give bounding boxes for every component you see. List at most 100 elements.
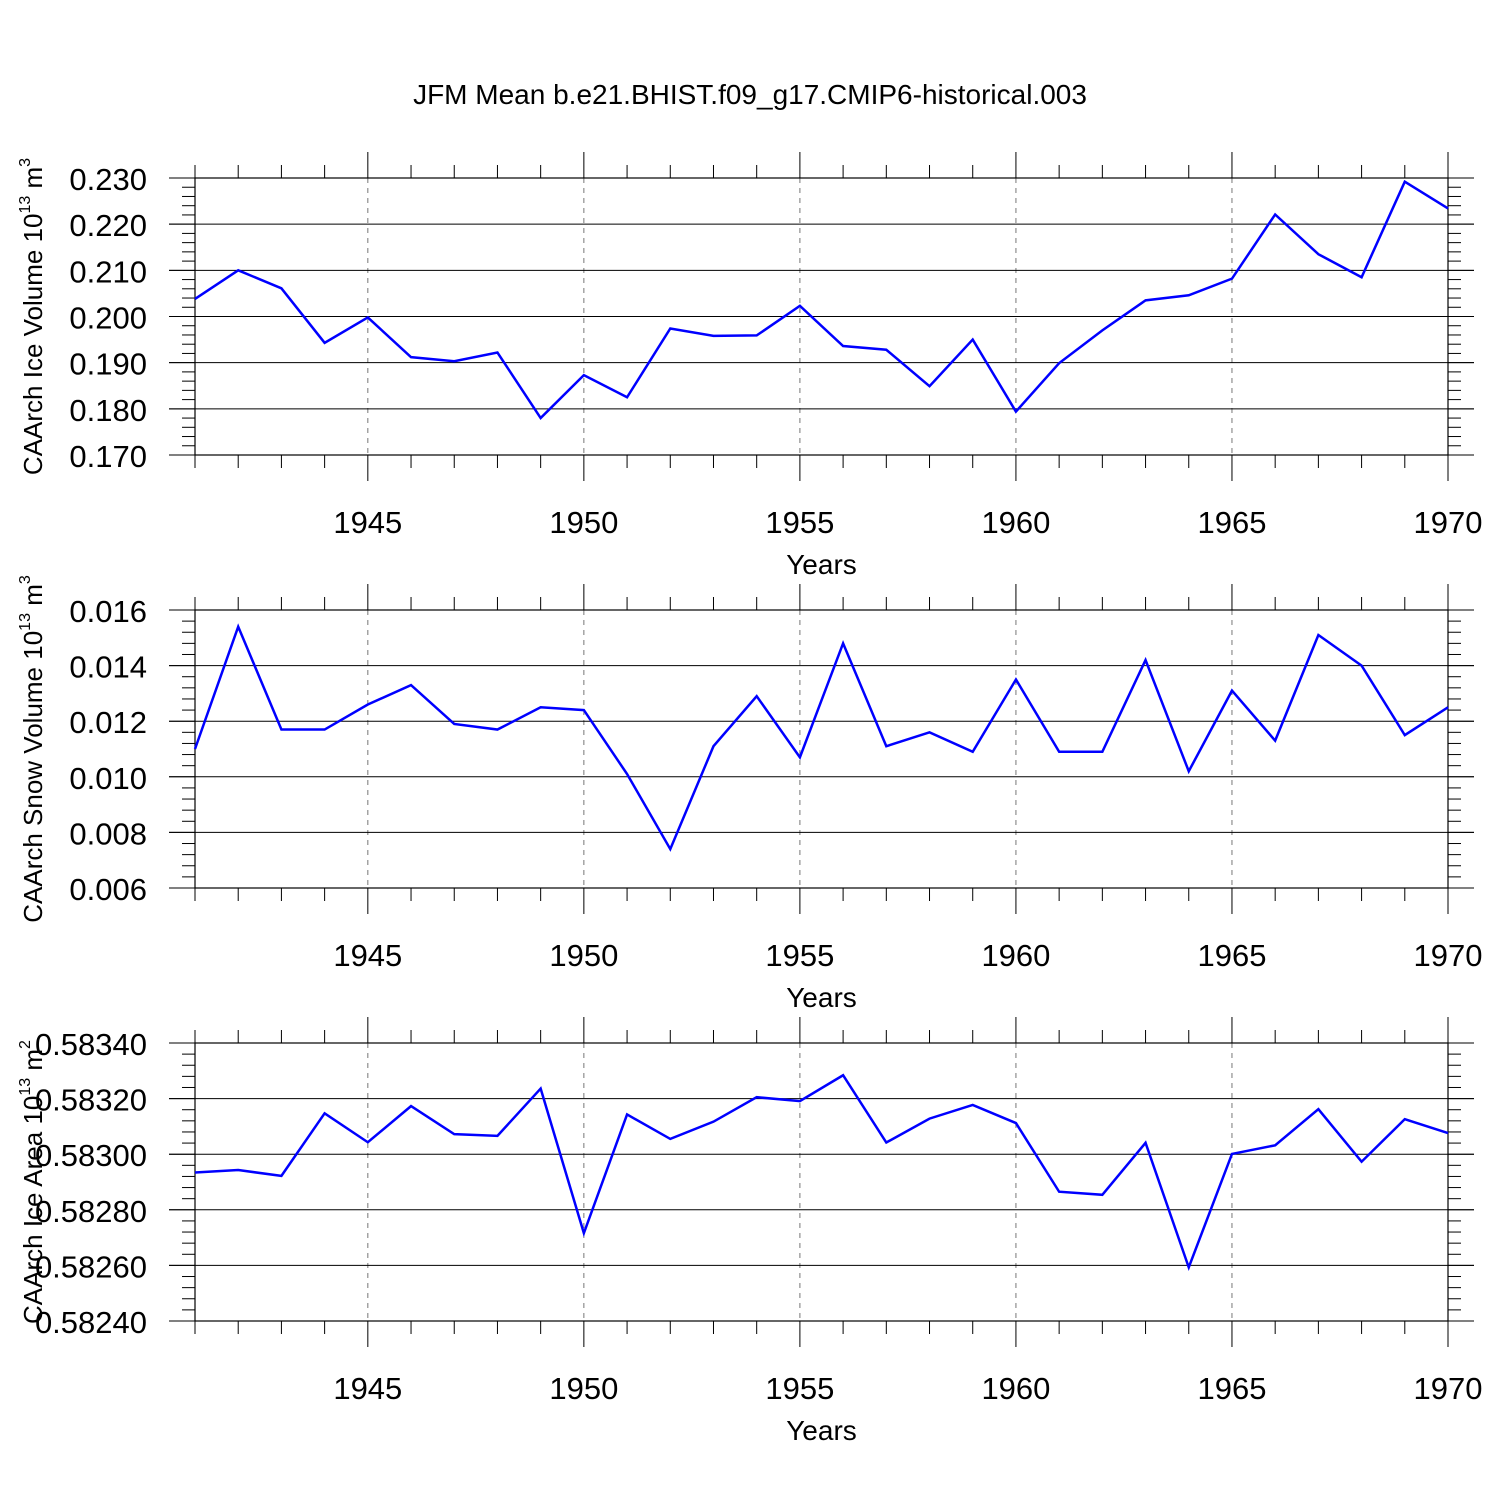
data-point: [323, 1111, 327, 1115]
y-tick-label: 0.58300: [35, 1138, 147, 1173]
x-tick-label: 1965: [1197, 938, 1266, 973]
data-point: [1360, 664, 1364, 668]
y-axis-label-unit-exponent: 3: [17, 575, 34, 584]
data-point: [928, 1117, 932, 1121]
data-point: [1403, 733, 1407, 737]
data-point: [1100, 328, 1104, 332]
data-point: [1360, 275, 1364, 279]
data-point: [193, 1171, 197, 1175]
data-point: [539, 1087, 543, 1091]
y-tick-label: 0.58320: [35, 1083, 147, 1118]
x-tick-label: 1950: [549, 938, 618, 973]
plot-frame: [194, 1042, 1449, 1322]
y-axis-label: CAArch Snow Volume 1013 m3: [17, 575, 48, 923]
data-point: [452, 359, 456, 363]
data-point: [971, 750, 975, 754]
y-axis-label-text: CAArch Ice Volume 10: [18, 214, 48, 476]
y-tick-label: 0.200: [69, 301, 147, 336]
x-tick-label: 1950: [549, 1371, 618, 1406]
y-tick-label: 0.58280: [35, 1194, 147, 1229]
data-point: [366, 1140, 370, 1144]
x-axis-label: Years: [786, 549, 857, 580]
data-point: [798, 755, 802, 759]
data-point: [1144, 298, 1148, 302]
data-point: [841, 344, 845, 348]
data-point: [1230, 689, 1234, 693]
y-axis-label-unit: m: [18, 167, 48, 196]
panel-1: 0.170 0.180 0.190 0.200 0.210 0.220 0.230 1945 1…: [17, 152, 1482, 580]
data-point: [971, 1103, 975, 1107]
data-point: [323, 728, 327, 732]
data-point: [1014, 410, 1018, 414]
series-line: [194, 1073, 1449, 1272]
y-tick-label: 0.014: [69, 650, 147, 685]
data-point: [1144, 658, 1148, 662]
data-point: [366, 315, 370, 319]
data-point: [279, 286, 283, 290]
data-point: [971, 338, 975, 342]
data-point: [1403, 180, 1407, 184]
data-point: [1360, 1160, 1364, 1164]
data-point: [1316, 633, 1320, 637]
y-tick-label: 0.008: [69, 816, 147, 851]
data-point: [1273, 739, 1277, 743]
data-point: [798, 1099, 802, 1103]
data-point: [1187, 293, 1191, 297]
x-tick-label: 1965: [1197, 1371, 1266, 1406]
data-point: [409, 355, 413, 359]
data-point: [539, 416, 543, 420]
data-point: [625, 772, 629, 776]
y-axis-label-exponent: 13: [17, 1078, 34, 1096]
data-point: [366, 703, 370, 707]
data-point: [798, 304, 802, 308]
data-point: [582, 1231, 586, 1235]
x-tick-label: 1955: [765, 505, 834, 540]
x-tick-label: 1960: [981, 1371, 1050, 1406]
y-tick-label: 0.58260: [35, 1249, 147, 1284]
data-point: [884, 1141, 888, 1145]
y-tick-label: 0.230: [69, 162, 147, 197]
panel-2: 0.006 0.008 0.010 0.012 0.014 0.016 1945 1950 19…: [17, 575, 1482, 1013]
data-point: [452, 722, 456, 726]
data-point: [755, 1095, 759, 1099]
x-axis-label: Years: [786, 1415, 857, 1446]
y-axis-label-exponent: 13: [17, 613, 34, 631]
data-point: [495, 1134, 499, 1138]
plot-frame: [194, 177, 1449, 456]
x-tick-label: 1960: [981, 505, 1050, 540]
data-point: [1273, 1143, 1277, 1147]
data-point: [236, 625, 240, 629]
data-point: [409, 683, 413, 687]
data-point: [711, 334, 715, 338]
x-tick-label: 1950: [549, 505, 618, 540]
y-axis-label: CAArch Ice Volume 1013 m3: [17, 158, 48, 475]
y-tick-label: 0.58240: [35, 1305, 147, 1340]
data-point: [928, 384, 932, 388]
y-tick-label: 0.210: [69, 254, 147, 289]
y-tick-label: 0.010: [69, 761, 147, 796]
data-point: [323, 341, 327, 345]
data-point: [1403, 1117, 1407, 1121]
data-point: [1014, 678, 1018, 682]
panel-3: 0.58240 0.58260 0.58280 0.58300 0.58320 0.583…: [17, 1017, 1482, 1446]
series-line: [193, 623, 1449, 852]
data-point: [755, 333, 759, 337]
data-point: [1230, 277, 1234, 281]
data-point: [1446, 1131, 1450, 1135]
data-point: [495, 351, 499, 355]
data-point: [279, 728, 283, 732]
x-tick-label: 1945: [333, 1371, 402, 1406]
x-axis-label: Years: [786, 982, 857, 1013]
data-point: [193, 297, 197, 301]
data-point: [539, 705, 543, 709]
y-tick-label: 0.220: [69, 208, 147, 243]
x-tick-label: 1965: [1197, 505, 1266, 540]
data-point: [884, 348, 888, 352]
x-tick-label: 1970: [1414, 505, 1483, 540]
x-tick-label: 1955: [765, 1371, 834, 1406]
data-point: [841, 1073, 845, 1077]
x-tick-label: 1970: [1414, 1371, 1483, 1406]
y-axis-label-unit: m: [18, 584, 48, 613]
